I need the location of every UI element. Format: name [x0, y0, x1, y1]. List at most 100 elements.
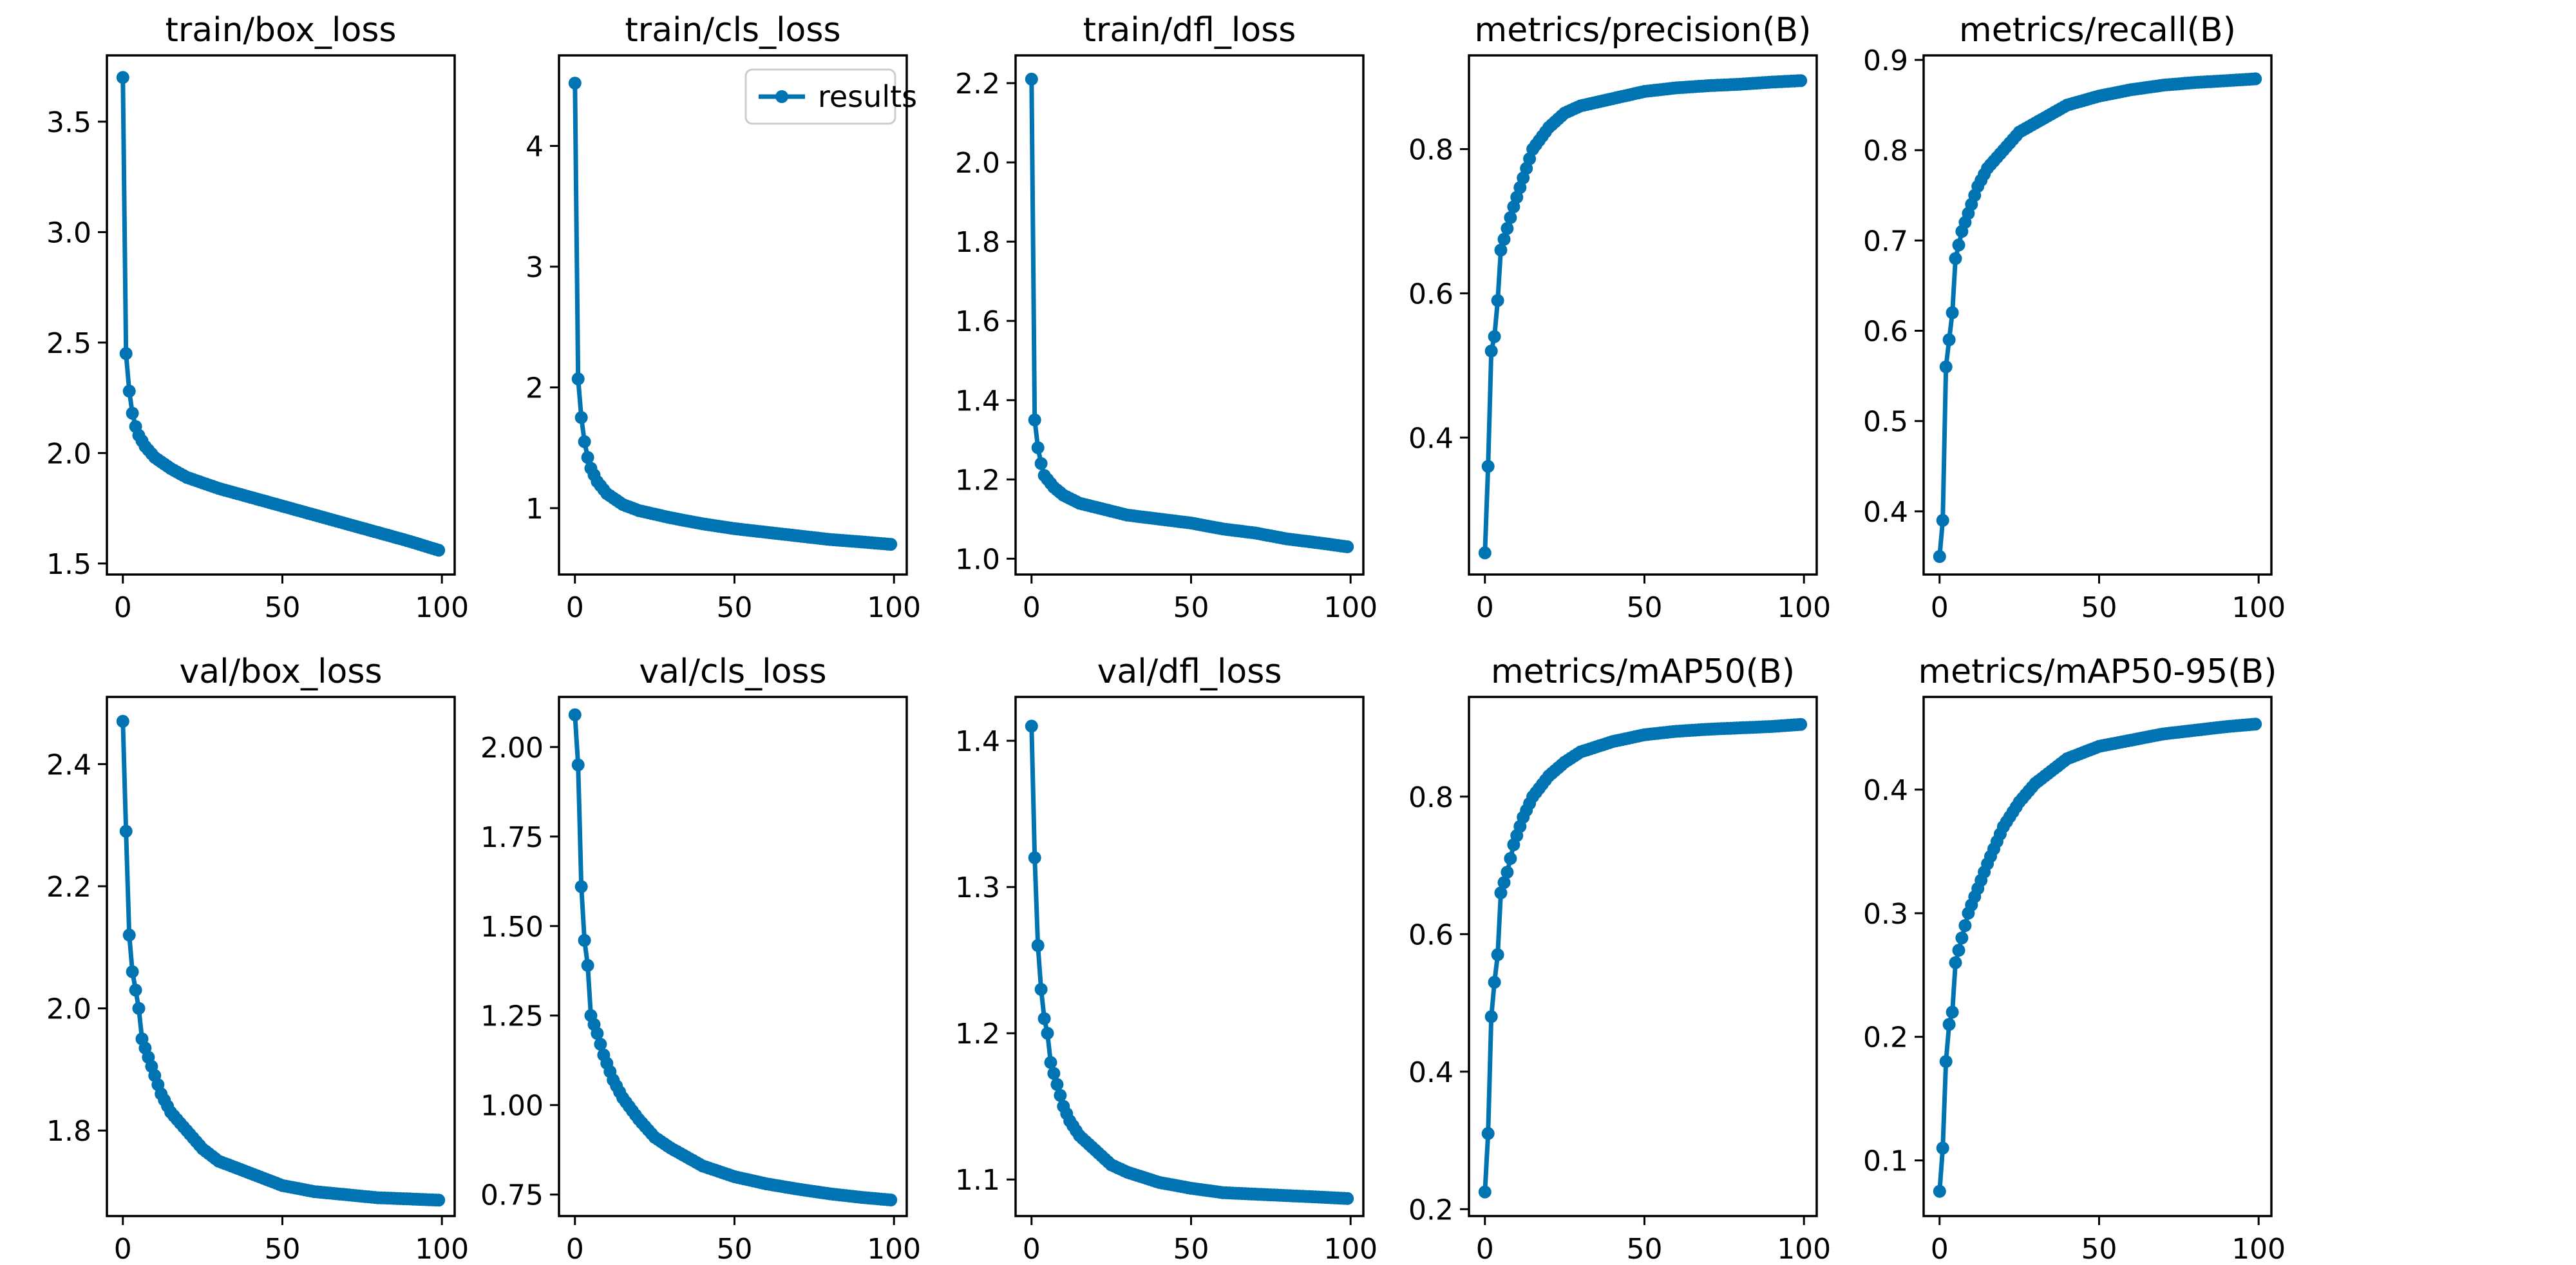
data-point [1478, 1185, 1492, 1199]
y-tick-label: 0.6 [1408, 918, 1454, 951]
panel-title: metrics/precision(B) [1475, 11, 1812, 50]
series-line [573, 712, 893, 1203]
series-markers [116, 71, 446, 557]
axes-frame [1922, 54, 2273, 576]
y-tick-label: 0.7 [1863, 225, 1908, 258]
data-point [578, 934, 591, 947]
axes-frame [558, 54, 908, 576]
data-point [1484, 1010, 1498, 1023]
data-point [1481, 1127, 1495, 1140]
data-point [1952, 238, 1965, 252]
data-point [432, 544, 446, 557]
y-tick-label: 2.0 [46, 437, 91, 470]
data-point [1958, 919, 1972, 932]
x-tick-label: 100 [2231, 591, 2286, 624]
data-point [581, 451, 594, 464]
series-markers [1025, 719, 1354, 1205]
series-line [1937, 721, 2258, 1194]
series-markers [1025, 72, 1354, 553]
series-line [120, 719, 441, 1203]
data-point [1050, 1078, 1064, 1091]
data-point [119, 347, 133, 360]
y-tick-label: 2.0 [46, 993, 91, 1026]
data-point [1484, 345, 1498, 357]
y-tick-label: 1.5 [46, 548, 91, 581]
y-tick-label: 0.5 [1863, 406, 1908, 439]
panel-title: train/dfl_loss [1083, 11, 1296, 50]
x-tick-label: 50 [264, 591, 300, 624]
series-markers [1933, 718, 2262, 1198]
y-tick-label: 0.75 [480, 1179, 544, 1212]
y-tick-label: 1.8 [46, 1115, 91, 1148]
x-tick-label: 50 [1173, 591, 1209, 624]
data-point [1488, 330, 1501, 343]
x-tick-label: 0 [566, 1233, 584, 1265]
y-tick-label: 0.9 [1863, 44, 1908, 77]
y-tick-label: 1.75 [480, 821, 544, 854]
y-tick-label: 0.8 [1408, 781, 1454, 814]
y-tick-label: 4 [526, 131, 544, 164]
data-point [129, 984, 142, 997]
data-point [126, 965, 139, 978]
x-tick-label: 100 [867, 591, 921, 624]
panel-train-box-loss: train/box_loss 0 50 100 1.5 2.0 2.5 3.0 3.5 [46, 11, 469, 624]
y-tick-label: 2 [526, 372, 544, 404]
panel-title: val/cls_loss [639, 652, 826, 691]
series-line [573, 81, 893, 547]
y-tick-label: 1.25 [480, 1000, 544, 1033]
x-tick-label: 100 [415, 1233, 469, 1265]
panel-title: val/box_loss [179, 652, 382, 691]
x-tick-label: 0 [566, 591, 584, 624]
y-tick-label: 3 [526, 251, 544, 284]
series-markers [1478, 718, 1808, 1199]
data-point [571, 758, 585, 772]
legend-marker [775, 90, 788, 103]
data-point [119, 824, 133, 838]
x-tick-label: 0 [1476, 1233, 1494, 1265]
data-point [591, 1027, 604, 1040]
data-point [1497, 876, 1511, 889]
data-point [581, 958, 594, 972]
data-point [2249, 718, 2262, 731]
data-point [1942, 333, 1956, 347]
x-tick-label: 100 [867, 1233, 921, 1265]
data-point [594, 1038, 607, 1051]
data-point [1491, 948, 1504, 962]
data-point [1933, 1184, 1946, 1198]
series-markers [568, 77, 898, 551]
y-tick-label: 0.4 [1863, 774, 1908, 807]
panel-title: val/dfl_loss [1097, 652, 1282, 691]
data-point [884, 538, 898, 551]
y-tick-label: 1.4 [955, 385, 1000, 417]
data-point [1936, 513, 1949, 527]
data-point [1478, 546, 1492, 560]
data-point [1041, 1027, 1054, 1040]
y-tick-label: 0.8 [1863, 135, 1908, 167]
data-point [1047, 1067, 1061, 1080]
y-tick-label: 0.6 [1863, 316, 1908, 348]
data-point [432, 1194, 446, 1207]
data-point [1488, 976, 1501, 989]
y-tick-label: 0.4 [1408, 1056, 1454, 1089]
y-tick-label: 1 [526, 493, 544, 526]
axes-frame [1014, 696, 1365, 1217]
data-point [1497, 233, 1511, 246]
data-point [1501, 222, 1514, 235]
x-tick-label: 100 [1777, 591, 1831, 624]
axes-frame [1014, 54, 1365, 576]
panel-title: metrics/recall(B) [1959, 11, 2236, 50]
axes-frame [558, 696, 908, 1217]
y-tick-label: 0.2 [1863, 1022, 1908, 1054]
y-tick-label: 2.0 [955, 147, 1000, 180]
panel-title: train/box_loss [166, 11, 397, 50]
x-tick-label: 50 [716, 591, 752, 624]
x-tick-label: 100 [1323, 1233, 1378, 1265]
x-tick-label: 0 [1023, 591, 1041, 624]
data-point [1494, 886, 1508, 900]
y-tick-label: 0.1 [1863, 1145, 1908, 1178]
series-markers [1933, 72, 2262, 563]
y-tick-label: 0.2 [1408, 1194, 1454, 1226]
axes-frame [1468, 54, 1818, 576]
data-point [1504, 211, 1517, 224]
y-tick-label: 2.2 [955, 68, 1000, 100]
